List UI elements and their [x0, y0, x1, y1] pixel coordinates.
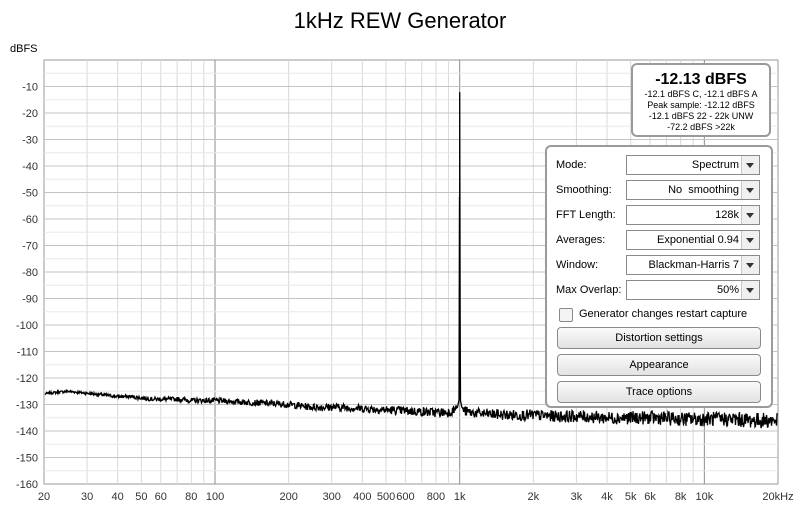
distortion-settings-button[interactable]: Distortion settings	[557, 327, 761, 349]
y-tick-label: -10	[22, 82, 38, 94]
y-tick-label: -140	[16, 426, 38, 438]
x-tick-label: 8k	[675, 491, 687, 503]
x-tick-label: 50	[135, 491, 147, 503]
window-label: Window:	[556, 259, 599, 271]
y-axis-label: dBFS	[10, 43, 38, 55]
appearance-button[interactable]: Appearance	[557, 354, 761, 376]
mode-select[interactable]: Spectrum	[626, 155, 760, 175]
y-tick-label: -80	[22, 267, 38, 279]
max-overlap-select[interactable]: 50%	[626, 280, 760, 300]
smoothing-select[interactable]: No smoothing	[626, 180, 760, 200]
smoothing-row: Smoothing: No smoothing	[556, 180, 764, 201]
spectrum-trace	[44, 92, 778, 429]
smoothing-value: No smoothing	[668, 184, 739, 196]
x-tick-label: 40	[112, 491, 124, 503]
fft-length-row: FFT Length: 128k	[556, 205, 764, 226]
level-meter-above-22k: -72.2 dBFS >22k	[667, 122, 735, 132]
x-axis-ticks: 20 30 40 50 60 80 100 200 300 400 500 600 800 1k 2k 3k 4…	[38, 491, 794, 503]
averages-value: Exponential 0.94	[657, 234, 739, 246]
x-tick-label: 80	[185, 491, 197, 503]
x-tick-label: 2k	[528, 491, 540, 503]
max-overlap-row: Max Overlap: 50%	[556, 280, 764, 301]
x-tick-label: 300	[323, 491, 341, 503]
level-meter-box: -12.13 dBFS -12.1 dBFS C, -12.1 dBFS A P…	[631, 63, 771, 137]
averages-label: Averages:	[556, 234, 606, 246]
x-tick-label: 20kHz	[762, 491, 793, 503]
restart-capture-checkbox[interactable]	[559, 308, 573, 322]
x-tick-label: 6k	[644, 491, 656, 503]
x-tick-label: 60	[155, 491, 167, 503]
max-overlap-value: 50%	[716, 284, 739, 296]
y-tick-label: -100	[16, 320, 38, 332]
averages-select[interactable]: Exponential 0.94	[626, 230, 760, 250]
x-tick-label: 1k	[454, 491, 466, 503]
y-tick-label: -120	[16, 373, 38, 385]
trace-options-button[interactable]: Trace options	[557, 381, 761, 403]
window-select[interactable]: Blackman-Harris 7	[626, 255, 760, 275]
x-tick-label: 600	[396, 491, 414, 503]
level-meter-value: -12.13 dBFS	[655, 71, 747, 88]
chevron-down-icon[interactable]	[741, 231, 759, 249]
y-tick-label: -20	[22, 108, 38, 120]
smoothing-label: Smoothing:	[556, 184, 612, 196]
y-tick-label: -50	[22, 188, 38, 200]
restart-capture-label[interactable]: Generator changes restart capture	[579, 308, 748, 320]
y-tick-label: -90	[22, 294, 38, 306]
level-meter-peak: Peak sample: -12.12 dBFS	[647, 100, 755, 110]
chart-title: 1kHz REW Generator	[293, 8, 507, 33]
mode-row: Mode: Spectrum	[556, 155, 764, 176]
trace-layer	[44, 92, 778, 429]
x-tick-label: 400	[353, 491, 371, 503]
x-tick-label: 100	[206, 491, 224, 503]
chevron-down-icon[interactable]	[741, 256, 759, 274]
restart-capture-option[interactable]: Generator changes restart capture	[559, 307, 769, 323]
x-tick-label: 4k	[601, 491, 613, 503]
chevron-down-icon[interactable]	[741, 206, 759, 224]
fft-length-label: FFT Length:	[556, 209, 616, 221]
y-tick-label: -30	[22, 135, 38, 147]
x-tick-label: 800	[427, 491, 445, 503]
mode-label: Mode:	[556, 159, 587, 171]
y-tick-label: -40	[22, 161, 38, 173]
chevron-down-icon[interactable]	[741, 281, 759, 299]
window-row: Window: Blackman-Harris 7	[556, 255, 764, 276]
x-tick-label: 10k	[695, 491, 713, 503]
chevron-down-icon[interactable]	[741, 181, 759, 199]
x-tick-label: 20	[38, 491, 50, 503]
y-tick-label: -160	[16, 479, 38, 491]
x-tick-label: 3k	[571, 491, 583, 503]
max-overlap-label: Max Overlap:	[556, 284, 622, 296]
fft-length-value: 128k	[715, 209, 739, 221]
y-tick-label: -110	[17, 347, 38, 359]
averages-row: Averages: Exponential 0.94	[556, 230, 764, 251]
chevron-down-icon[interactable]	[741, 156, 759, 174]
window-value: Blackman-Harris 7	[648, 259, 739, 271]
y-tick-label: -60	[22, 214, 38, 226]
y-tick-label: -70	[22, 241, 38, 253]
level-meter-weighted: -12.1 dBFS C, -12.1 dBFS A	[644, 89, 758, 99]
level-meter-unweighted: -12.1 dBFS 22 - 22k UNW	[648, 111, 754, 121]
mode-value: Spectrum	[691, 159, 739, 171]
y-tick-label: -130	[16, 400, 38, 412]
x-tick-label: 200	[279, 491, 297, 503]
y-axis-ticks: -10 -20 -30 -40 -50 -60 -70 -80 -90 -100 -110 -120 -…	[16, 82, 38, 492]
x-tick-label: 30	[81, 491, 93, 503]
rta-settings-panel: Mode: Spectrum Smoothing: No smoothing F…	[545, 145, 773, 408]
x-tick-label: 5k	[625, 491, 637, 503]
fft-length-select[interactable]: 128k	[626, 205, 760, 225]
y-tick-label: -150	[16, 453, 38, 465]
x-tick-label: 500	[377, 491, 395, 503]
